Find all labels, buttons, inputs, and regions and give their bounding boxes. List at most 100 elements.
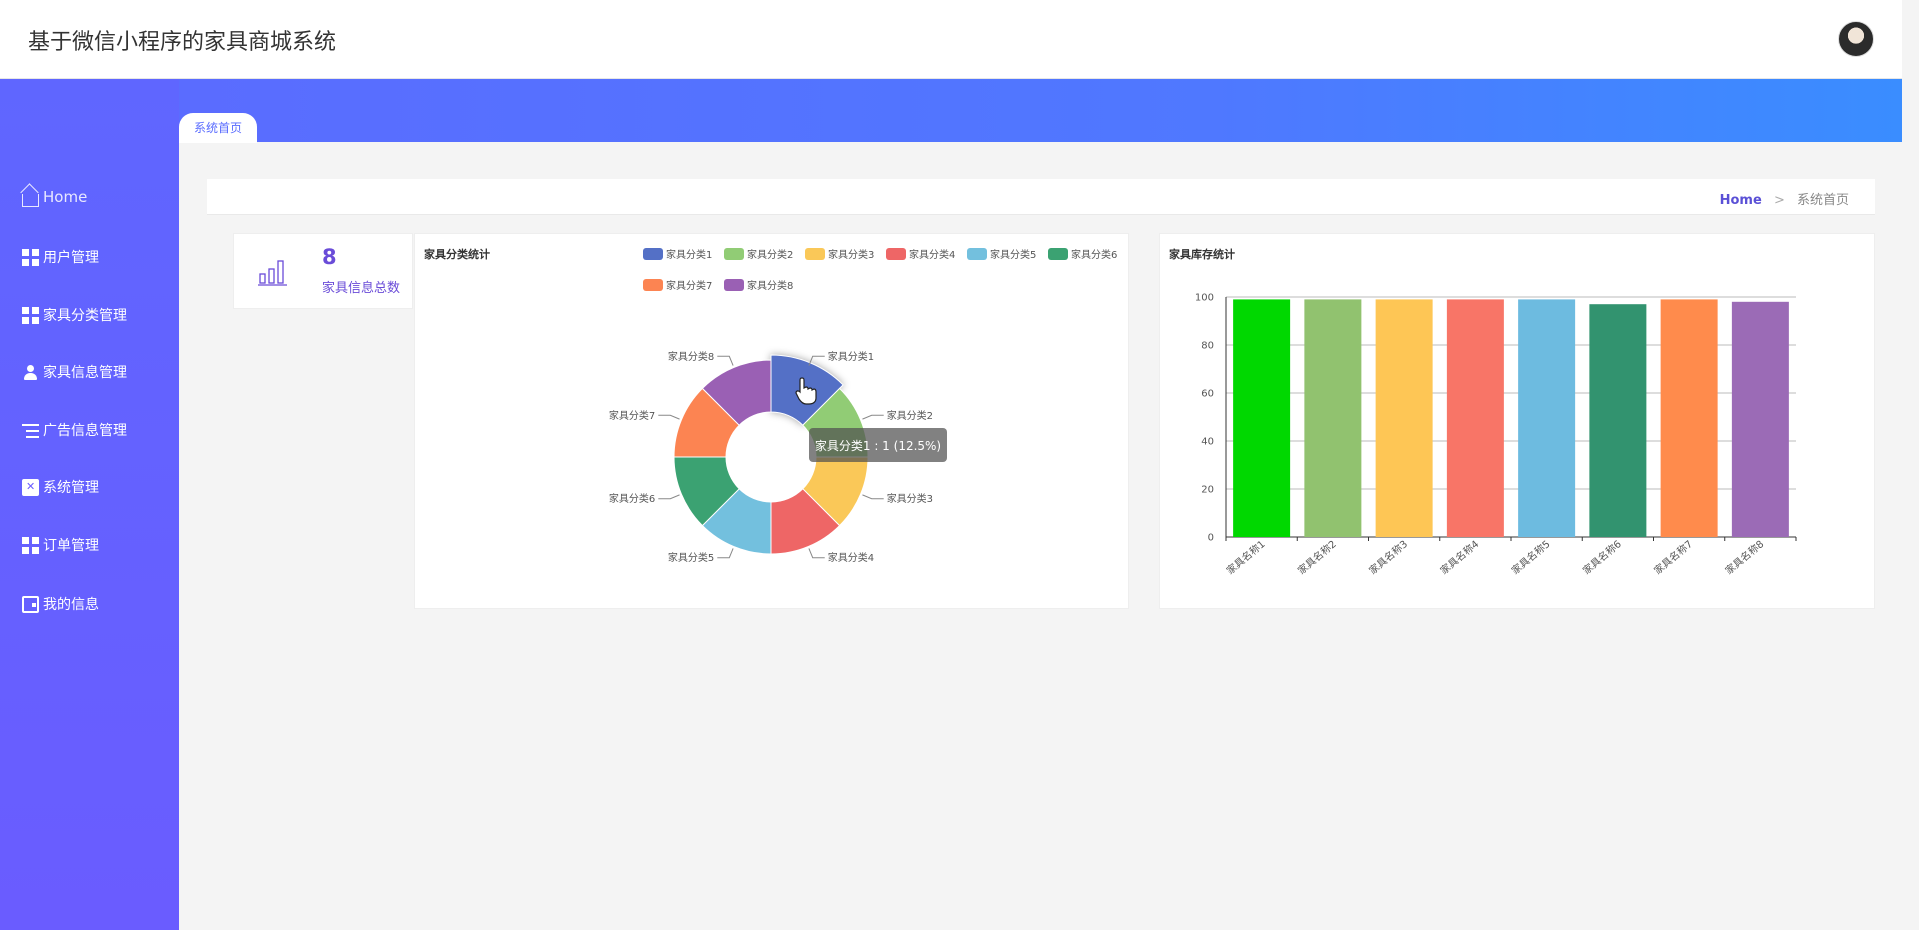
sidebar-item-label: Home xyxy=(43,188,88,206)
bar xyxy=(1731,301,1789,537)
legend-label: 家具分类8 xyxy=(747,279,793,292)
y-tick-label: 60 xyxy=(1201,389,1214,400)
pie-slice-label: 家具分类5 xyxy=(668,551,714,564)
avatar[interactable] xyxy=(1838,21,1874,57)
y-tick-label: 40 xyxy=(1201,437,1214,448)
pie-leader-line xyxy=(658,494,680,500)
legend-swatch xyxy=(886,248,906,260)
legend-swatch xyxy=(724,248,744,260)
y-tick-label: 0 xyxy=(1208,533,1214,544)
x-tick-label: 家具名称7 xyxy=(1651,537,1695,577)
top-header: 基于微信小程序的家具商城系统 xyxy=(0,0,1902,79)
legend-label: 家具分类7 xyxy=(666,279,712,292)
bar xyxy=(1375,299,1433,537)
breadcrumb-home-link[interactable]: Home xyxy=(1719,193,1762,208)
wallet-icon xyxy=(22,595,39,613)
pie-slice-label: 家具分类6 xyxy=(609,492,655,505)
legend-swatch xyxy=(643,279,663,291)
bar xyxy=(1233,299,1291,537)
y-tick-label: 20 xyxy=(1201,485,1214,496)
pie-leader-line xyxy=(717,548,734,559)
y-tick-label: 100 xyxy=(1195,293,1214,304)
chart-tooltip: 家具分类1 : 1 (12.5%) xyxy=(809,428,947,462)
bar xyxy=(1304,299,1362,537)
x-tick-label: 家具名称1 xyxy=(1224,537,1268,577)
grid-icon xyxy=(22,248,39,266)
sidebar-item-ad-info[interactable]: 广告信息管理 xyxy=(22,417,127,443)
sidebar-item-user-management[interactable]: 用户管理 xyxy=(22,244,99,270)
user-icon xyxy=(22,364,39,381)
sidebar-item-label: 家具信息管理 xyxy=(43,365,127,381)
pie-chart-title: 家具分类统计 xyxy=(424,248,490,261)
list-icon xyxy=(22,421,39,439)
pie-slice xyxy=(701,359,772,426)
pie-slice-label: 家具分类4 xyxy=(828,551,874,564)
x-tick-label: 家具名称4 xyxy=(1437,537,1481,577)
legend-label: 家具分类1 xyxy=(666,248,712,261)
legend-label: 家具分类6 xyxy=(1071,248,1117,261)
bar xyxy=(1518,299,1576,537)
cursor-shape xyxy=(795,377,817,405)
sidebar-item-label: 系统管理 xyxy=(43,480,99,496)
sidebar-item-label: 家具分类管理 xyxy=(43,308,127,324)
bar-chart-title: 家具库存统计 xyxy=(1169,248,1235,261)
clipboard-icon xyxy=(22,478,39,496)
legend-swatch xyxy=(967,248,987,260)
bar-chart-panel: 家具库存统计 0 20 40 60 80 100 家具名称1 家具名称2 家具名称3 家具名称4 家… xyxy=(1159,233,1875,609)
stat-value: 8 xyxy=(322,245,337,269)
sidebar-item-label: 我的信息 xyxy=(43,597,99,613)
sidebar-item-system[interactable]: 系统管理 xyxy=(22,474,99,500)
stat-label: 家具信息总数 xyxy=(322,281,401,296)
sidebar-item-home[interactable]: Home xyxy=(22,184,87,210)
breadcrumb-separator: > xyxy=(1773,193,1785,208)
bar-chart-icon xyxy=(258,260,287,286)
pie-leader-line xyxy=(717,355,734,366)
pie-slice-label: 家具分类1 xyxy=(828,350,874,363)
bar xyxy=(1660,299,1718,537)
pie-leader-line xyxy=(658,414,680,420)
sidebar-item-label: 用户管理 xyxy=(43,250,99,266)
home-icon xyxy=(22,193,39,207)
tooltip-box xyxy=(809,428,947,462)
stat-card: 8 家具信息总数 xyxy=(233,233,413,309)
pie-slice-label: 家具分类3 xyxy=(887,492,933,505)
pie-leader-line xyxy=(808,548,825,559)
legend-swatch xyxy=(1048,248,1068,260)
sidebar-item-label: 订单管理 xyxy=(43,538,99,554)
legend-swatch xyxy=(643,248,663,260)
breadcrumb-current: 系统首页 xyxy=(1796,193,1849,208)
sidebar-item-furniture-category[interactable]: 家具分类管理 xyxy=(22,302,127,328)
app-title: 基于微信小程序的家具商城系统 xyxy=(28,30,337,55)
bar xyxy=(1446,299,1504,537)
tab-home[interactable]: 系统首页 xyxy=(179,113,257,143)
bar xyxy=(1589,304,1647,537)
x-tick-label: 家具名称3 xyxy=(1366,537,1410,577)
pie-leader-line xyxy=(862,414,884,420)
sidebar: Home 用户管理 家具分类管理 家具信息管理 广告信息管理 系统管理 订单管理… xyxy=(0,79,179,930)
pie-slice-label: 家具分类8 xyxy=(668,350,714,363)
pie-leader-line xyxy=(862,494,884,500)
hand-cursor-icon xyxy=(795,377,817,405)
x-tick-label: 家具名称8 xyxy=(1722,537,1766,577)
sidebar-item-my-info[interactable]: 我的信息 xyxy=(22,591,99,617)
header-band xyxy=(179,79,1902,142)
x-tick-label: 家具名称6 xyxy=(1580,537,1624,577)
sidebar-item-furniture-info[interactable]: 家具信息管理 xyxy=(22,359,127,385)
legend-label: 家具分类2 xyxy=(747,248,793,261)
legend-swatch xyxy=(724,279,744,291)
pie-slice-label: 家具分类7 xyxy=(609,409,655,422)
tooltip-text: 家具分类1 : 1 (12.5%) xyxy=(815,438,941,453)
legend-label: 家具分类4 xyxy=(909,248,955,261)
pie-chart-panel: 家具分类统计 家具分类1 家具分类2 家具分类3 家具分类4 家具分类5 家具分类6 家具分… xyxy=(414,233,1129,609)
legend-label: 家具分类3 xyxy=(828,248,874,261)
pie-slice-label: 家具分类2 xyxy=(887,409,933,422)
sidebar-item-orders[interactable]: 订单管理 xyxy=(22,532,99,558)
legend-label: 家具分类5 xyxy=(990,248,1036,261)
legend-swatch xyxy=(805,248,825,260)
sidebar-item-label: 广告信息管理 xyxy=(43,423,127,439)
y-tick-label: 80 xyxy=(1201,341,1214,352)
breadcrumb: Home > 系统首页 xyxy=(207,179,1875,215)
pie-chart: 家具分类1 家具分类2 家具分类3 家具分类4 家具分类5 家具分类6 家具分类7 家具分类8… xyxy=(609,248,1117,564)
x-tick-label: 家具名称5 xyxy=(1509,537,1553,577)
x-tick-label: 家具名称2 xyxy=(1295,537,1339,577)
